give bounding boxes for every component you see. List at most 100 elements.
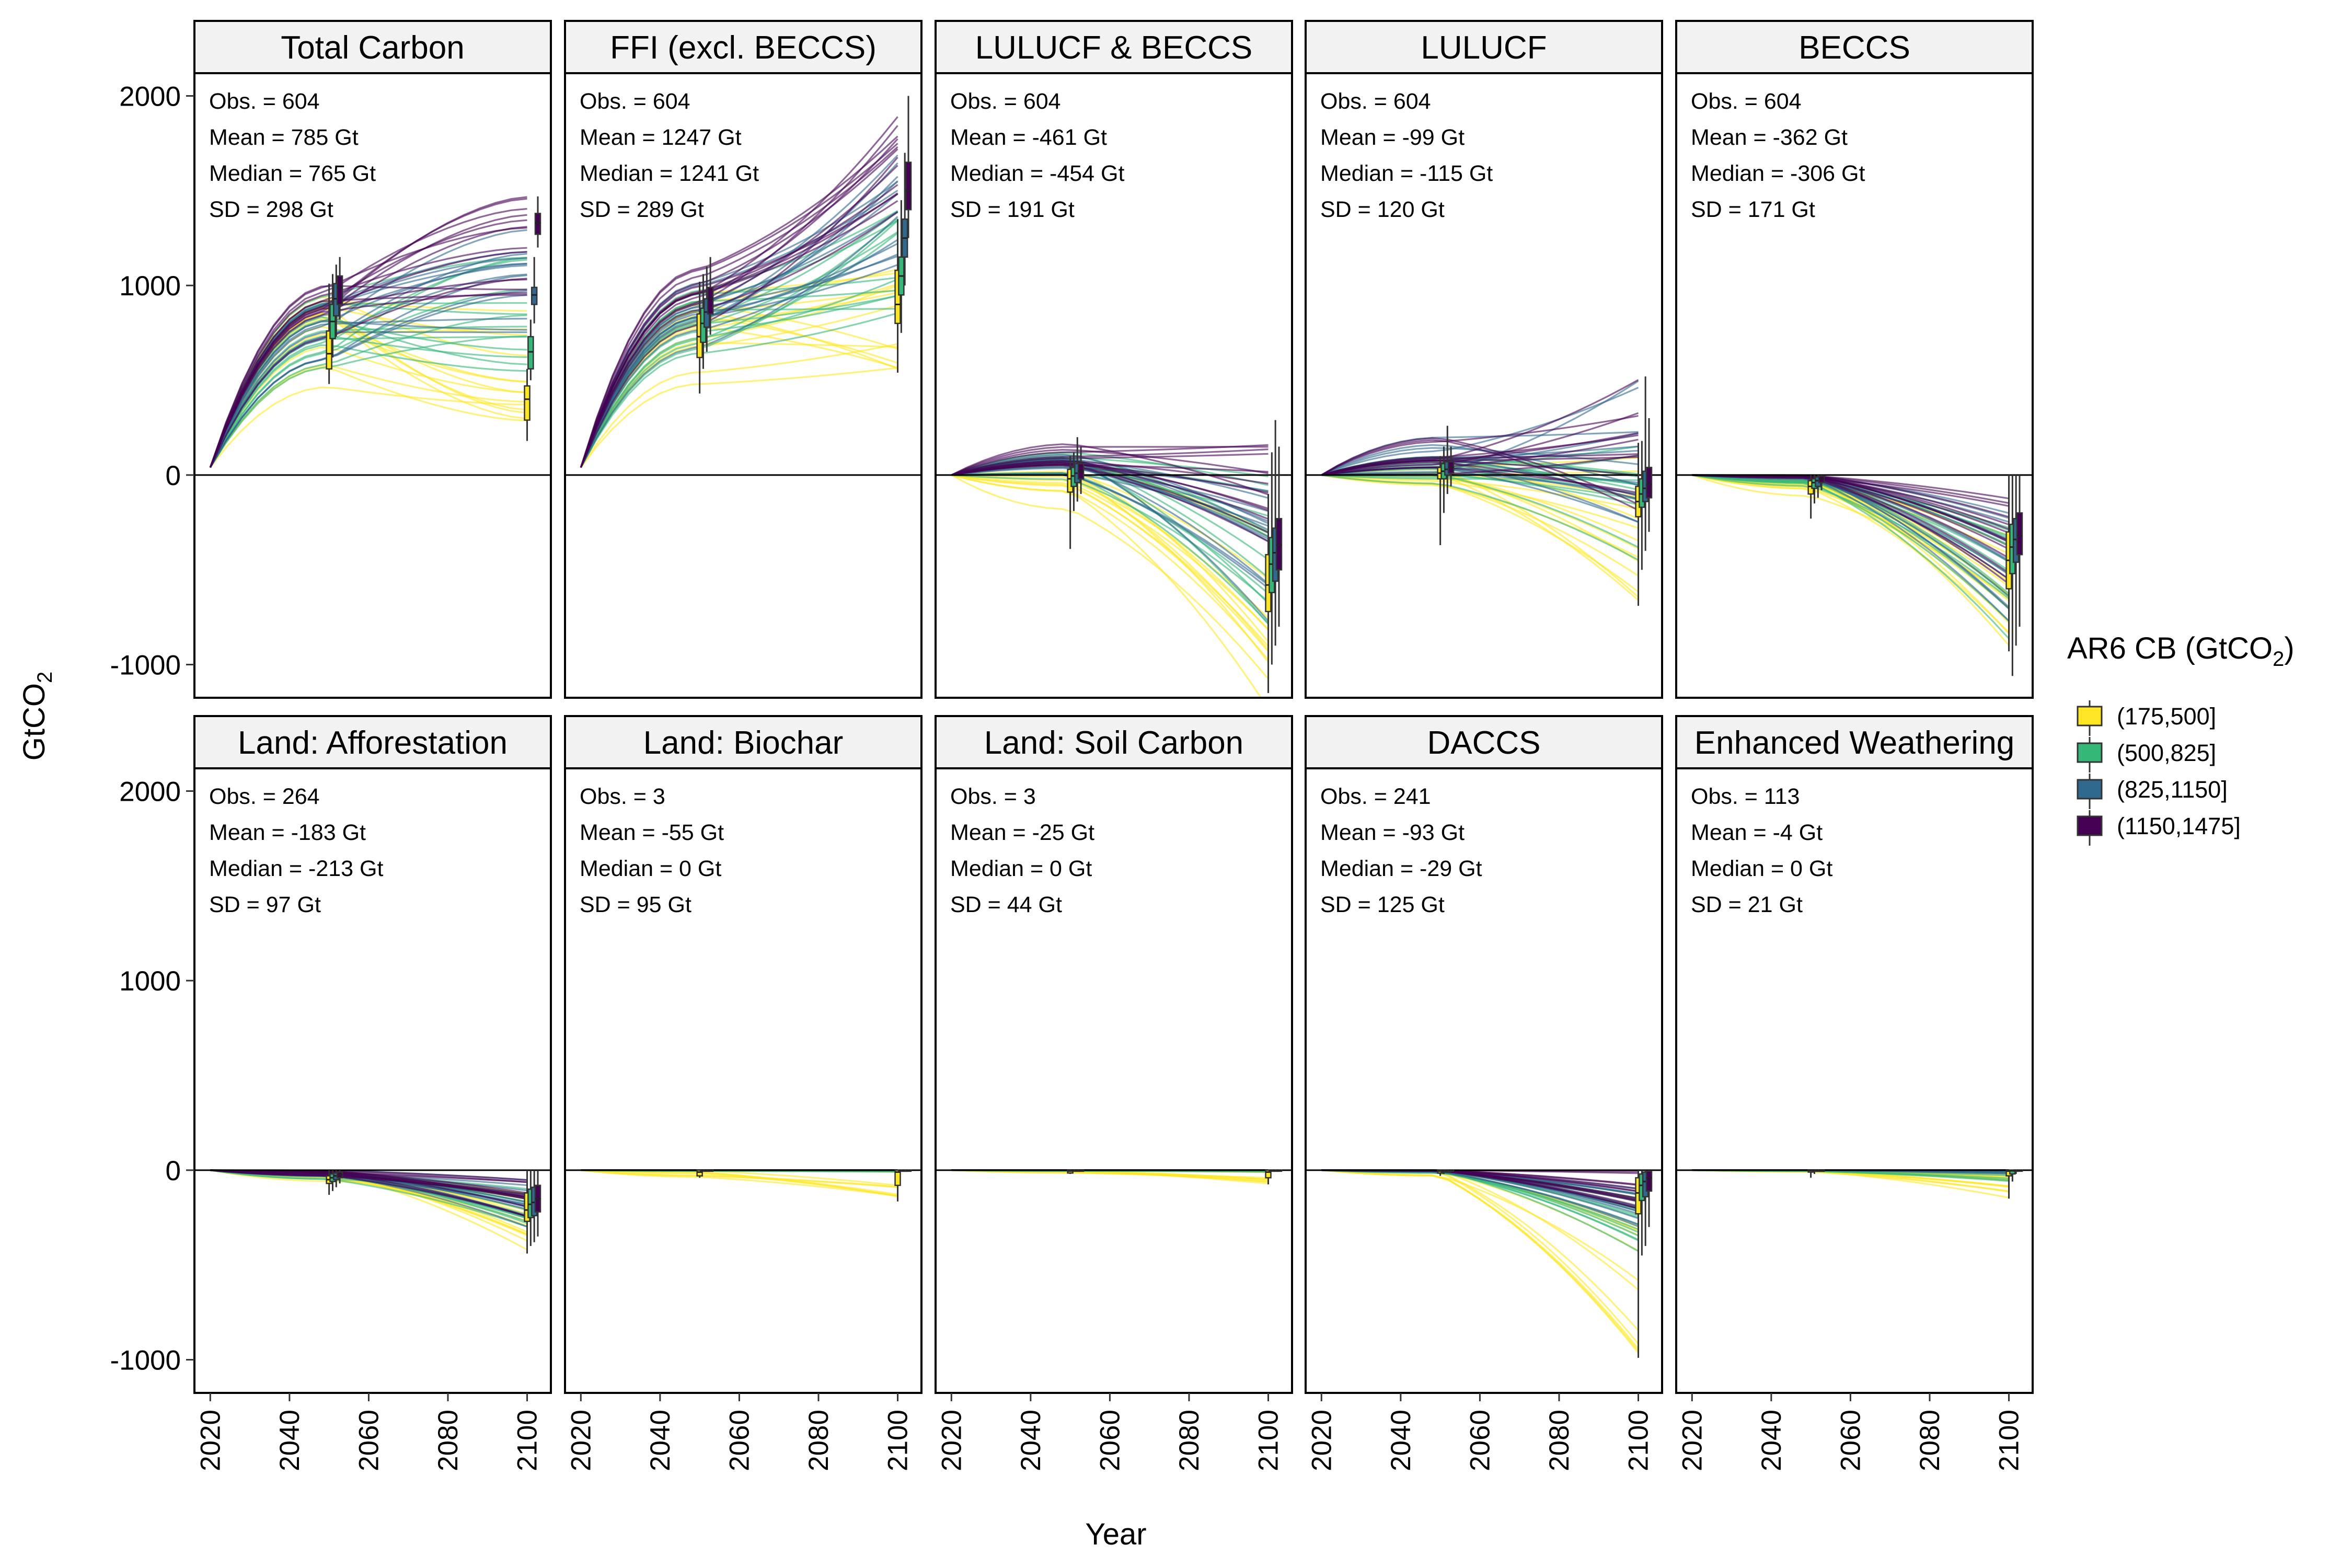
facet-title: LULUCF <box>1421 30 1547 66</box>
y-tick-label: 0 <box>166 460 181 491</box>
stat-text: Obs. = 604 <box>580 89 690 114</box>
x-tick-label: 2080 <box>803 1410 834 1471</box>
facet-title: Total Carbon <box>281 30 465 66</box>
trajectory-line <box>580 116 898 468</box>
x-tick-label: 2020 <box>566 1410 596 1471</box>
trajectory-line <box>1321 474 1639 559</box>
facet-title: BECCS <box>1798 30 1910 66</box>
legend-swatch <box>2077 779 2103 800</box>
stat-text: Median = -454 Gt <box>950 161 1124 186</box>
stat-text: Mean = -93 Gt <box>1320 820 1465 845</box>
trajectory-line <box>951 448 1269 476</box>
plot-area <box>194 768 551 1393</box>
boxplot-box <box>707 286 714 315</box>
stat-text: Median = 765 Gt <box>209 161 376 186</box>
legend-label: (500,825] <box>2117 740 2216 766</box>
boxplot-box <box>1265 1169 1272 1179</box>
panel-border <box>935 72 1293 699</box>
boxplot-box <box>894 1169 901 1186</box>
x-tick-label: 2100 <box>512 1410 543 1471</box>
stat-text: SD = 21 Gt <box>1691 892 1803 917</box>
trajectory-line <box>580 193 898 468</box>
facet-title: DACCS <box>1427 725 1540 761</box>
trajectory-line <box>1321 459 1639 477</box>
trajectory-line <box>1321 453 1639 476</box>
facet-title: LULUCF & BECCS <box>975 30 1253 66</box>
y-tick-label: -1000 <box>110 1345 181 1376</box>
boxplot-2100 <box>1645 418 1653 532</box>
stat-text: Median = -306 Gt <box>1691 161 1865 186</box>
trajectory-line <box>1321 474 1639 561</box>
trajectory-line <box>951 474 1269 630</box>
stat-text: Mean = -461 Gt <box>950 125 1107 150</box>
boxplot-2100 <box>1635 1170 1642 1358</box>
stat-text: SD = 95 Gt <box>580 892 691 917</box>
trajectory-line <box>581 1169 898 1197</box>
x-tick-label: 2060 <box>724 1410 755 1471</box>
y-tick-label: 0 <box>166 1156 181 1186</box>
panel-border <box>564 72 923 699</box>
legend-swatch <box>2077 815 2103 836</box>
x-tick-label: 2080 <box>433 1410 464 1471</box>
plot-area <box>1676 73 2033 698</box>
stat-text: Obs. = 241 <box>1320 784 1431 809</box>
x-tick-label: 2080 <box>1174 1410 1205 1471</box>
stat-text: Mean = 1247 Gt <box>580 125 742 150</box>
facet-panel: LULUCF Obs. = 604 Mean = -99 Gt Median = -1… <box>1305 20 1663 699</box>
panel-border <box>193 72 552 699</box>
plot-area <box>565 768 921 1393</box>
trajectory-line <box>951 453 1269 476</box>
boxplot-2100 <box>905 96 912 238</box>
legend-title-subscript: 2 <box>2273 648 2284 671</box>
trajectory-lines <box>1691 474 2010 646</box>
boxplot-2050 <box>707 257 714 335</box>
trajectory-line <box>951 462 1269 520</box>
stat-text: Median = 0 Gt <box>580 856 721 881</box>
facet-panel: LULUCF & BECCS Obs. = 604 Mean = -461 Gt Me… <box>935 20 1293 699</box>
trajectory-line <box>580 367 898 468</box>
stat-text: Mean = -183 Gt <box>209 820 366 845</box>
boxplot-2100 <box>2016 475 2023 627</box>
facet-panel: BECCS Obs. = 604 Mean = -362 Gt Median = -3… <box>1675 20 2034 699</box>
trajectory-line <box>581 1169 898 1197</box>
panel-border <box>193 767 552 1394</box>
boxplot-2100 <box>534 196 541 248</box>
trajectory-line <box>209 207 527 468</box>
facet-strip <box>935 20 1293 74</box>
y-tick-label: 1000 <box>119 271 181 302</box>
x-tick-label: 2020 <box>1677 1410 1708 1471</box>
trajectory-line <box>210 1169 527 1198</box>
trajectory-line <box>580 156 898 468</box>
trajectory-line <box>951 474 1269 652</box>
y-axis-title: GtCO2 <box>17 672 56 760</box>
trajectory-line <box>1321 387 1639 476</box>
legend-item: (175,500] <box>2077 700 2216 736</box>
boxplot-2100 <box>894 1169 901 1202</box>
stat-text: SD = 44 Gt <box>950 892 1062 917</box>
boxplot-box <box>336 275 343 305</box>
boxplot-2100 <box>531 257 538 324</box>
boxplot-2100 <box>905 1169 912 1172</box>
legend-title-end: ) <box>2284 631 2294 665</box>
stat-text: Mean = -4 Gt <box>1691 820 1823 845</box>
plot-area <box>1306 768 1662 1393</box>
facet-strip <box>1675 715 2034 769</box>
trajectory-line <box>951 474 1262 698</box>
x-tick-label: 2080 <box>1544 1410 1575 1471</box>
boxplot-2050 <box>1818 1169 1825 1172</box>
panel-border <box>1305 767 1663 1394</box>
x-tick-label: 2020 <box>936 1410 967 1471</box>
facet-title: Land: Afforestation <box>238 725 508 761</box>
trajectory-line <box>580 146 898 468</box>
legend-item: (1150,1475] <box>2077 810 2241 846</box>
boxplot-box <box>524 385 531 421</box>
trajectory-line <box>951 1169 1269 1181</box>
boxplot-box <box>1275 518 1283 571</box>
x-tick-label: 2060 <box>1094 1410 1125 1471</box>
panel-border <box>564 767 923 1394</box>
trajectory-lines <box>1321 379 1639 601</box>
trajectory-line <box>580 217 898 468</box>
boxplot-2050 <box>336 257 343 320</box>
stat-text: SD = 298 Gt <box>209 197 333 222</box>
x-tick-label: 2040 <box>645 1410 676 1471</box>
